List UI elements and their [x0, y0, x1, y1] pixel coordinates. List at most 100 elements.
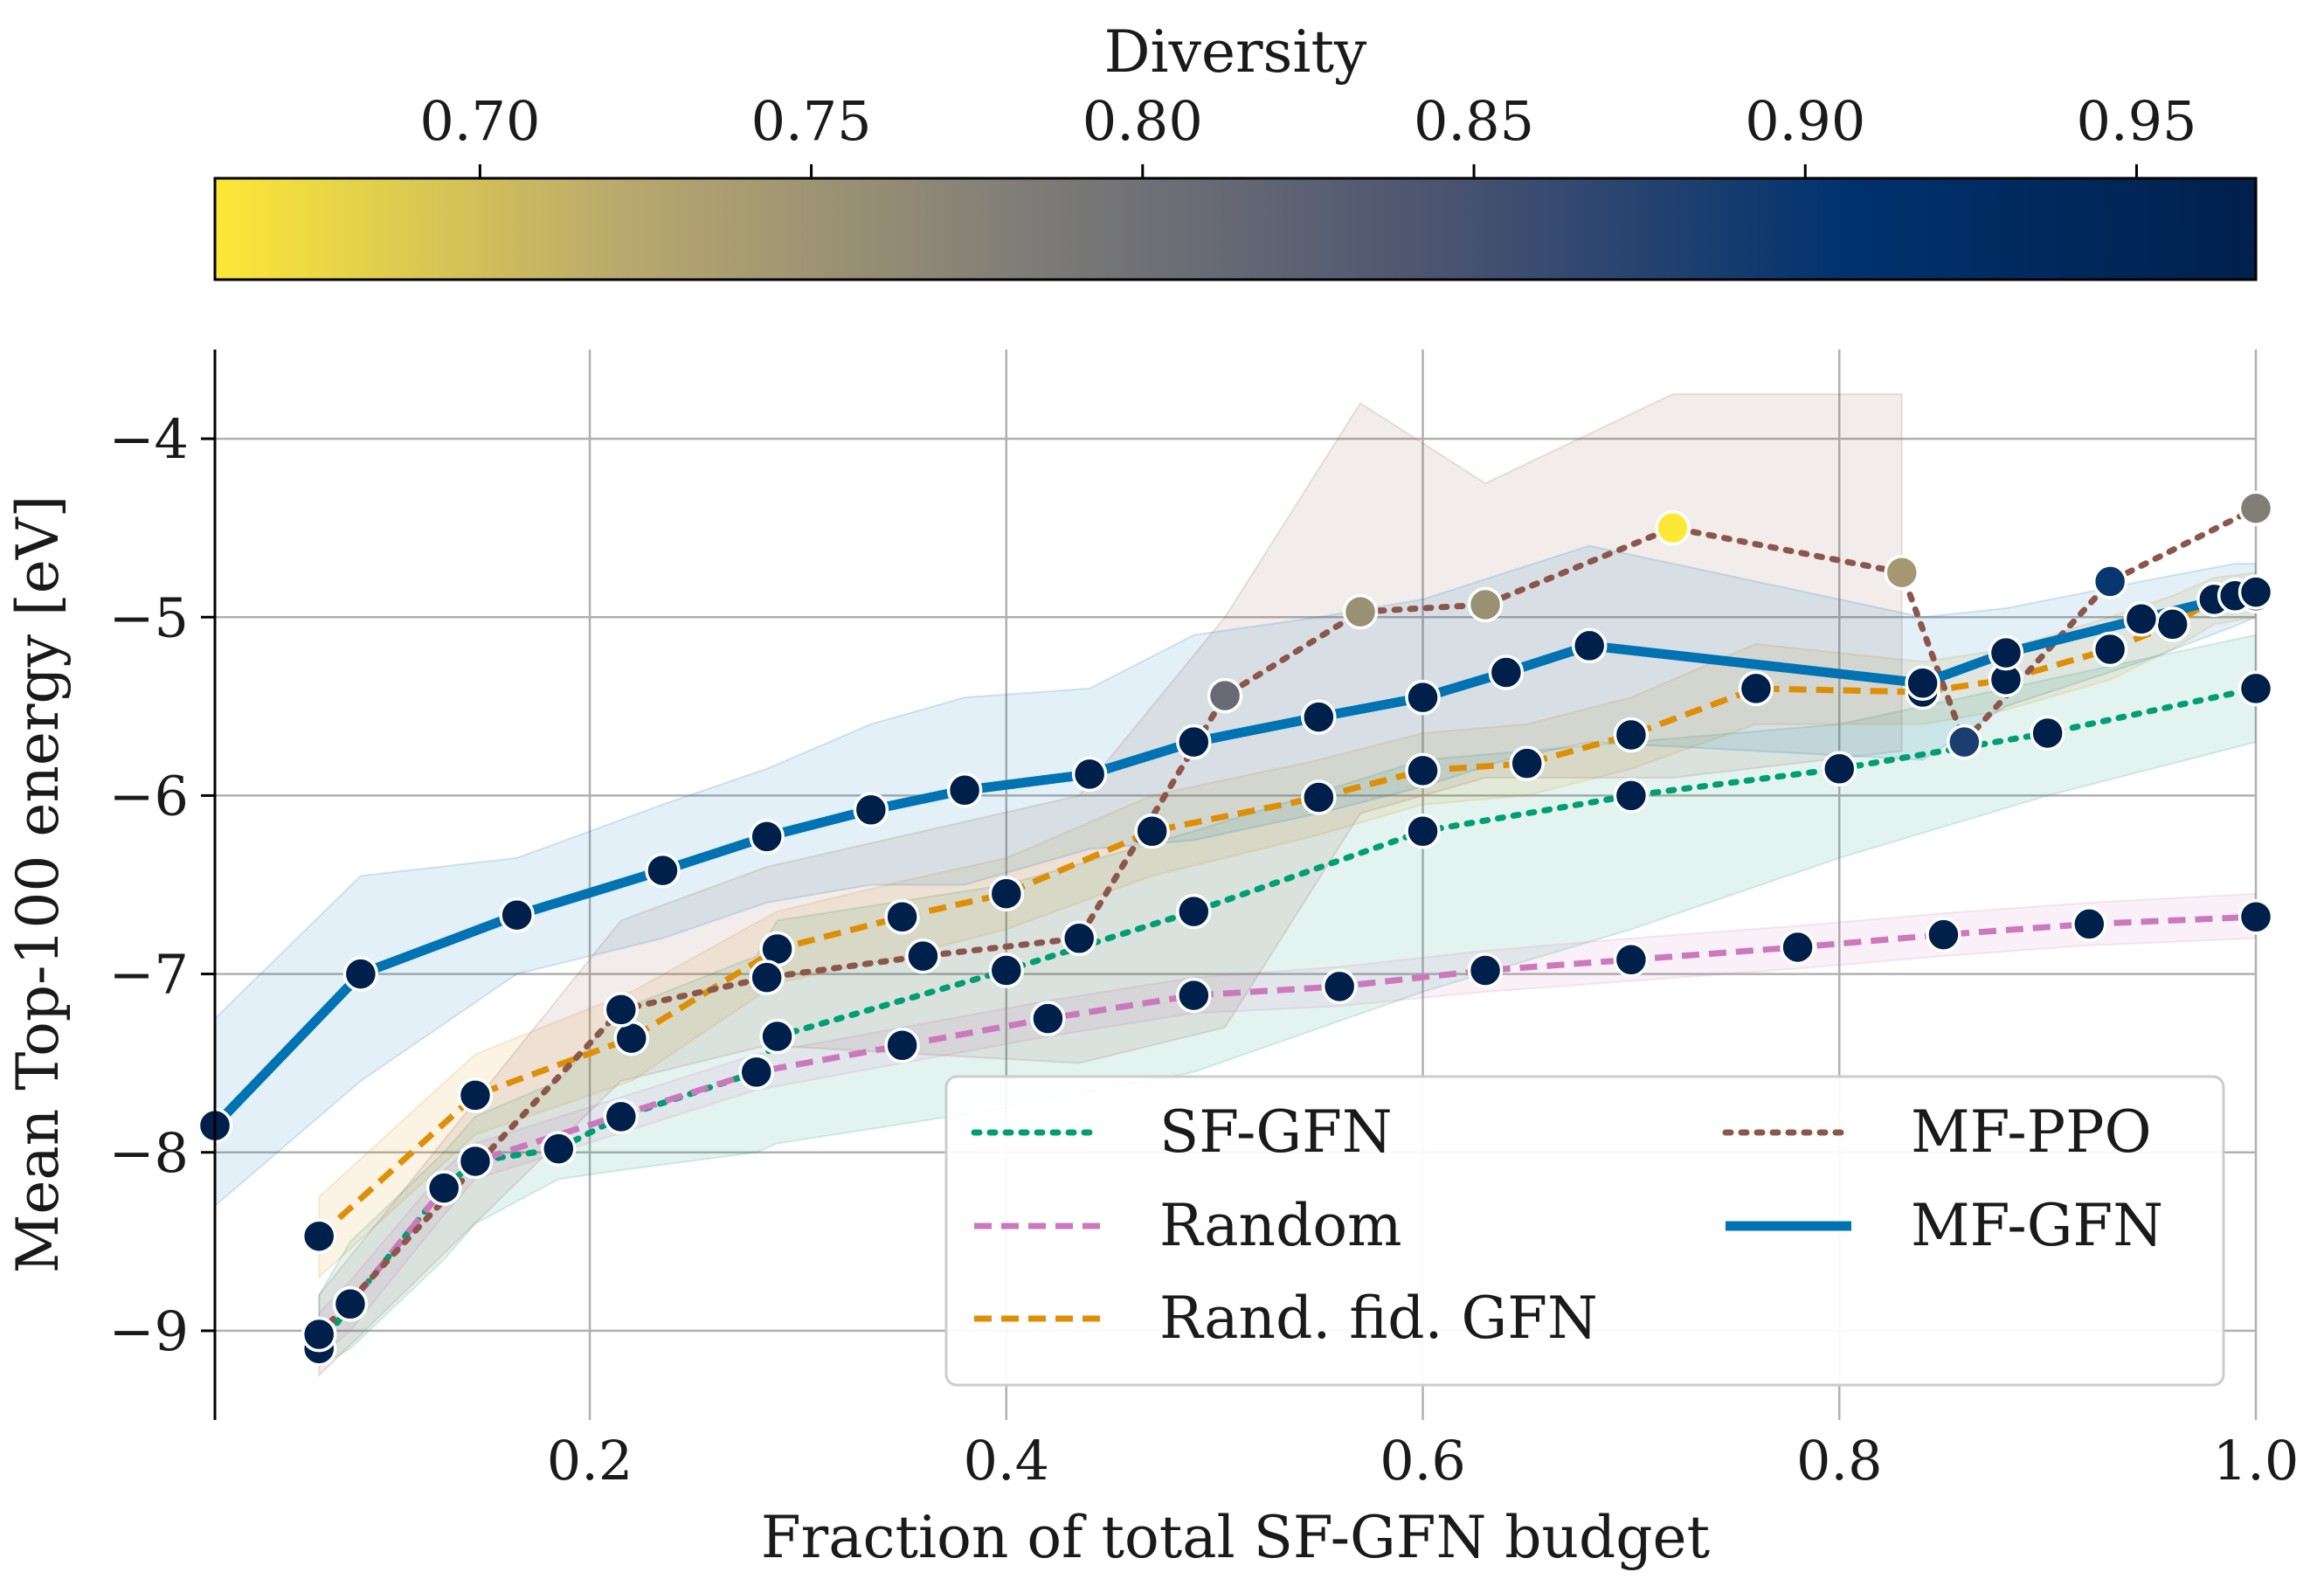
- mf-gfn-point: [749, 819, 785, 855]
- mf-gfn-point: [1301, 699, 1337, 735]
- random-point: [1030, 1001, 1066, 1036]
- legend-label-random: Random: [1159, 1192, 1402, 1259]
- mf-ppo-point: [1207, 677, 1243, 714]
- colorbar-title: Diversity: [1104, 18, 1367, 86]
- mf-ppo-band: [318, 393, 1903, 1378]
- x-tick-label: 0.2: [547, 1429, 633, 1493]
- y-tick-label: −4: [109, 407, 189, 471]
- random-point: [2238, 899, 2274, 935]
- y-tick-label: −9: [109, 1299, 189, 1363]
- rand-fid-gfn-point: [1405, 752, 1441, 789]
- legend: SF-GFN Random Rand. fid. GFN MF-PPO MF-GFN: [944, 1075, 2225, 1387]
- mf-ppo-point: [749, 959, 785, 995]
- legend-label-mf-ppo: MF-PPO: [1911, 1098, 2152, 1166]
- sf-gfn-point: [988, 952, 1025, 988]
- mf-gfn-point: [946, 772, 983, 808]
- mf-gfn-point: [1071, 756, 1108, 793]
- mf-gfn-band: [215, 544, 2256, 1208]
- rand-fid-gfn-point: [457, 1077, 494, 1113]
- y-axis-label: Mean Top-100 energy [eV]: [4, 495, 72, 1274]
- mf-gfn-point: [1488, 655, 1525, 690]
- colorbar-tick-label: 0.85: [1414, 89, 1534, 153]
- x-axis-label: Fraction of total SF-GFN budget: [761, 1504, 1710, 1571]
- mf-ppo-point: [1947, 724, 1982, 760]
- mf-gfn-point: [499, 897, 535, 933]
- sf-gfn-point: [1176, 893, 1212, 930]
- colorbar-gradient: [213, 177, 2258, 281]
- rand-fid-gfn-point: [988, 876, 1025, 911]
- random-point: [1926, 917, 1961, 952]
- rand-fid-gfn-point: [1738, 670, 1774, 707]
- mf-gfn-point: [1988, 634, 2024, 671]
- legend-label-mf-gfn: MF-GFN: [1911, 1192, 2163, 1259]
- mf-gfn-point: [2123, 601, 2160, 637]
- random-point: [2072, 906, 2107, 942]
- rand-fid-gfn-point: [1509, 745, 1545, 781]
- mf-gfn-point: [2238, 574, 2274, 610]
- colorbar-tick-label: 0.70: [419, 89, 540, 153]
- colorbar-tick-label: 0.90: [1745, 89, 1865, 153]
- rand-fid-gfn-point: [2155, 606, 2190, 642]
- y-tick-label: −8: [109, 1121, 189, 1185]
- random-point: [425, 1170, 462, 1206]
- x-tick-label: 0.6: [1380, 1429, 1466, 1493]
- mf-gfn-point: [853, 792, 889, 828]
- y-tick-label: −5: [109, 585, 189, 649]
- random-point: [1780, 929, 1816, 966]
- mf-ppo-point: [301, 1316, 337, 1353]
- random-point: [738, 1054, 775, 1091]
- colorbar-tick-label: 0.95: [2076, 89, 2196, 153]
- mf-ppo-point: [905, 938, 941, 974]
- mf-ppo-point: [1655, 509, 1691, 546]
- y-tick-label: −7: [109, 943, 189, 1007]
- mf-ppo-point: [1884, 554, 1920, 591]
- y-tick-label: −6: [109, 764, 189, 828]
- mf-ppo-point: [2238, 490, 2274, 526]
- sf-gfn-point: [759, 1018, 795, 1055]
- mf-ppo-point: [2092, 564, 2128, 599]
- series-markers: [197, 490, 2274, 1367]
- random-band: [318, 892, 2256, 1360]
- colorbar-tick-label: 0.75: [751, 89, 872, 153]
- random-point: [457, 1143, 494, 1180]
- mf-gfn-point: [1905, 665, 1940, 702]
- rand-fid-gfn-point: [884, 899, 920, 935]
- mf-gfn-point: [342, 956, 379, 992]
- mf-gfn-point: [1176, 724, 1212, 760]
- random-point: [1176, 977, 1212, 1014]
- legend-label-rand-fid-gfn: Rand. fid. GFN: [1159, 1285, 1598, 1352]
- sf-gfn-point: [2030, 715, 2065, 751]
- sf-gfn-point: [1822, 751, 1857, 787]
- sf-gfn-point: [603, 1098, 640, 1135]
- random-point: [1467, 952, 1504, 988]
- sf-gfn-point: [541, 1131, 577, 1167]
- mf-ppo-point: [1061, 920, 1097, 956]
- sf-gfn-point: [2238, 670, 2274, 707]
- mf-gfn-line: [215, 587, 2256, 1129]
- legend-box: [944, 1075, 2225, 1387]
- random-point: [1613, 942, 1650, 978]
- colorbar-tick-label: 0.80: [1082, 89, 1203, 153]
- mf-ppo-point: [1467, 586, 1504, 623]
- axes: 0.2 0.4 0.6 0.8 1.0 −9 −8 −7 −6 −5 −4 Fraction of…: [4, 350, 2299, 1571]
- mf-gfn-point: [1571, 627, 1608, 664]
- random-point: [1321, 968, 1358, 1005]
- rand-fid-gfn-point: [1613, 717, 1650, 753]
- sf-gfn-point: [1613, 778, 1650, 814]
- legend-label-sf-gfn: SF-GFN: [1159, 1098, 1393, 1166]
- rand-fid-gfn-point: [2092, 631, 2128, 668]
- random-point: [884, 1028, 920, 1063]
- mf-ppo-point: [603, 992, 640, 1028]
- mf-ppo-point: [1342, 593, 1379, 630]
- x-tick-label: 0.4: [963, 1429, 1049, 1493]
- rand-fid-gfn-point: [1134, 814, 1170, 849]
- mf-gfn-point: [1405, 679, 1441, 716]
- rand-fid-gfn-point: [301, 1218, 337, 1254]
- random-point: [332, 1286, 369, 1322]
- x-tick-label: 1.0: [2213, 1429, 2300, 1493]
- sf-gfn-point: [1405, 814, 1441, 849]
- colorbar: Diversity 0.70 0.75 0.80 0.85 0.90 0.95: [213, 18, 2258, 281]
- mf-gfn-point: [645, 852, 681, 889]
- rand-fid-gfn-point: [1301, 779, 1337, 815]
